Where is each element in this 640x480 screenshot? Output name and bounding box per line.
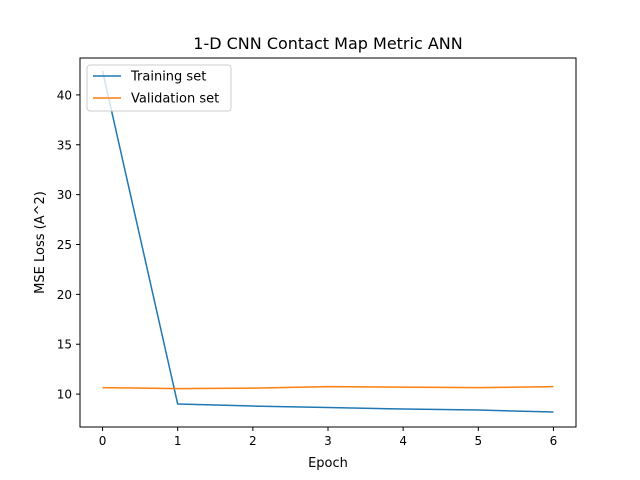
y-tick-label: 35	[57, 138, 72, 152]
legend-label: Training set	[130, 70, 206, 85]
legend-box	[86, 64, 232, 112]
x-tick-label: 1	[174, 434, 182, 448]
x-axis: 0 1 2 3 4 5 6	[99, 427, 558, 448]
series-line-validation-set	[102, 385, 554, 390]
plot-frame	[79, 57, 577, 428]
x-tick-label: 5	[474, 434, 482, 448]
series-line-training-set	[101, 70, 554, 413]
x-tick-label: 6	[550, 434, 558, 448]
x-tick-label: 3	[324, 434, 332, 448]
y-tick-label: 10	[57, 388, 72, 402]
y-tick-label: 40	[57, 88, 72, 102]
x-tick-label: 0	[99, 434, 107, 448]
chart-title: 1-D CNN Contact Map Metric ANN	[193, 34, 462, 53]
y-axis-label: MSE Loss (A^2)	[33, 191, 48, 294]
y-tick-label: 15	[57, 338, 72, 352]
x-axis-label: Epoch	[308, 456, 348, 471]
y-axis: 10 15 20 25 30 35 40	[57, 88, 80, 402]
y-tick-label: 25	[57, 238, 72, 252]
series-lines	[101, 70, 554, 413]
legend: Training set Validation set	[86, 64, 232, 112]
x-tick-label: 2	[249, 434, 257, 448]
x-tick-label: 4	[399, 434, 407, 448]
y-tick-label: 20	[57, 288, 72, 302]
legend-label: Validation set	[131, 92, 219, 107]
y-tick-label: 30	[57, 188, 72, 202]
